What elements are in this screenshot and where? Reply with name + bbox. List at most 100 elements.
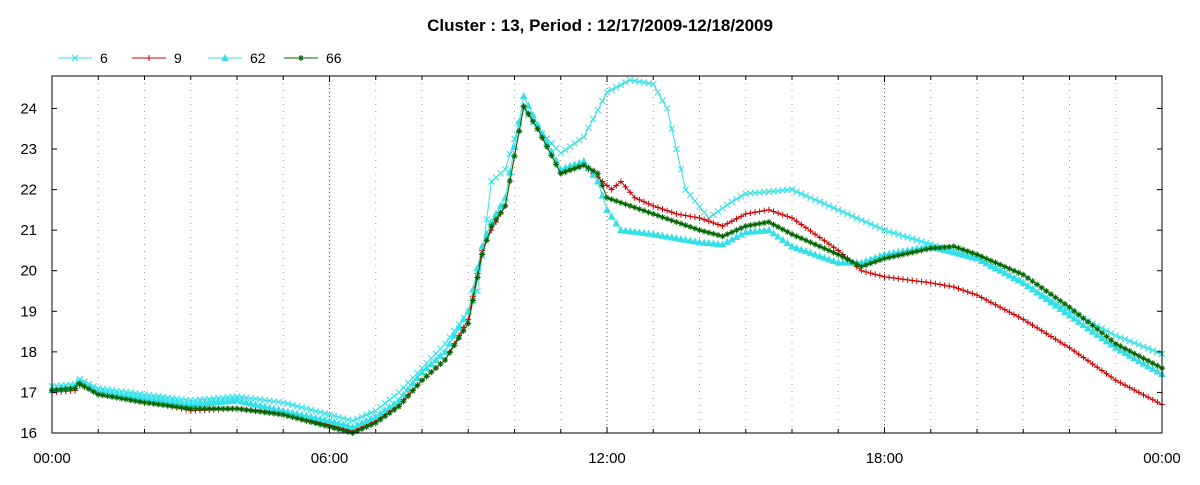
data-point [594,106,602,114]
data-point [863,268,869,275]
data-point [681,235,690,243]
data-point [909,277,916,284]
data-point [752,221,758,228]
data-point [641,198,647,205]
data-point [317,421,324,428]
data-point [983,255,990,262]
data-point [1122,345,1128,352]
data-point [645,200,652,207]
data-point [793,188,800,195]
data-point [654,204,661,211]
data-point [858,263,865,270]
data-point [816,198,824,206]
data-point [696,203,703,210]
data-point [677,165,685,173]
data-point [682,212,689,219]
data-point [802,247,810,255]
data-point [797,245,806,253]
data-point [807,239,814,246]
data-point [419,377,425,384]
data-point [904,250,911,257]
data-point [950,248,958,256]
data-point [793,218,800,225]
data-point [1149,396,1156,403]
x-tick-label: 00:00 [33,450,71,467]
data-point [377,403,384,411]
data-point [733,215,740,222]
data-point [709,239,718,247]
legend-item-6: 6 [58,50,108,66]
data-point [784,213,791,220]
data-point [899,232,907,240]
data-point [441,347,449,355]
data-point [1094,326,1101,333]
data-point [136,398,143,405]
data-point [386,396,393,404]
data-point [802,192,810,200]
data-point [501,165,509,173]
data-point [789,214,795,221]
data-point [358,413,366,421]
data-point [543,143,550,150]
data-point [816,234,823,241]
data-point [224,405,231,412]
data-point [658,231,667,239]
data-point [1088,327,1097,335]
data-point [1010,273,1018,282]
data-point [778,235,787,243]
data-point [955,245,962,252]
data-point [372,419,379,426]
data-point [525,110,532,117]
data-point [275,411,282,418]
data-point [62,386,69,393]
data-point [673,210,680,217]
data-point [941,282,948,289]
data-point [1140,391,1147,398]
data-point [1000,269,1009,277]
x-axis: 00:00 06:00 12:00 18:00 00:00 [33,76,1181,467]
data-point [321,422,328,429]
data-point [1052,336,1059,343]
data-point [1020,271,1027,278]
data-point [1149,360,1156,367]
data-point [816,243,823,250]
data-point [687,213,694,220]
data-point [524,101,533,109]
data-point [746,227,755,235]
data-point [604,194,610,201]
data-point [395,396,403,404]
data-point [649,80,657,88]
data-point [668,125,676,133]
data-point [701,216,708,223]
data-point [821,200,828,208]
data-point [1066,304,1073,311]
data-point [391,406,398,413]
data-point [715,221,721,228]
y-tick-label: 17 [20,384,37,401]
data-point [696,214,703,221]
data-point [214,398,223,406]
data-point [534,125,541,132]
data-point [219,397,227,405]
data-point [612,219,621,227]
data-point [997,261,1004,268]
data-point [539,134,546,141]
data-point [335,426,342,433]
data-point [1011,311,1017,318]
data-point [1135,341,1143,349]
data-point [977,256,986,264]
data-point [257,408,264,415]
data-point [900,251,906,258]
data-point [853,214,861,222]
data-point [280,411,287,418]
data-point [1065,311,1074,319]
data-point [321,415,329,423]
data-point [363,423,370,430]
data-point [1048,333,1054,340]
data-point [775,210,782,217]
data-point [742,210,749,217]
data-point [631,194,638,201]
data-point [451,342,458,349]
data-point [649,230,658,238]
data-point [1024,282,1032,290]
